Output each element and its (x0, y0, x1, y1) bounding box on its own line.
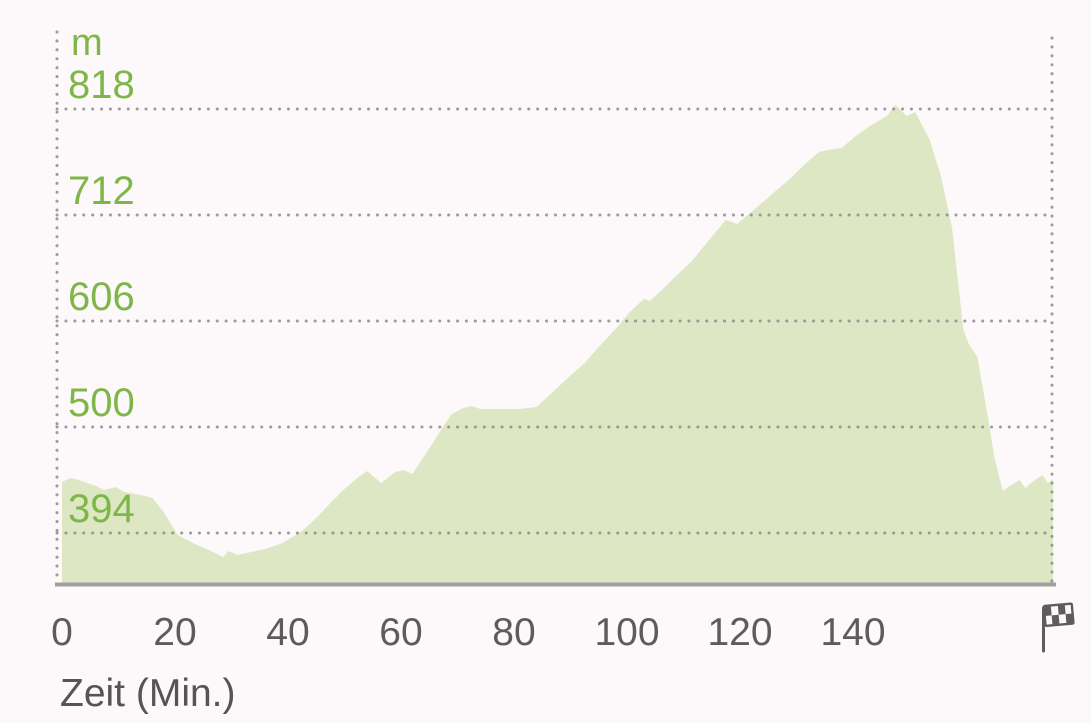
area-series-layer (62, 105, 1053, 584)
x-tick-label: 140 (820, 611, 885, 654)
y-axis-unit-label: m (71, 22, 103, 64)
x-axis-title: Zeit (Min.) (60, 672, 236, 715)
x-tick-label: 100 (594, 611, 659, 654)
y-tick-label: 606 (68, 275, 135, 319)
finish-flag-icon (1042, 602, 1075, 653)
elevation-area (62, 105, 1053, 584)
x-tick-label: 20 (153, 611, 196, 654)
x-tick-label: 80 (492, 611, 535, 654)
x-tick-label: 60 (379, 611, 422, 654)
y-tick-label: 712 (68, 169, 135, 213)
axis-label-layer: 818 712 606 500 394 0 20 40 60 80 100 120 140 (51, 63, 885, 654)
y-tick-label: 818 (68, 63, 135, 107)
gridline-layer (55, 30, 1056, 587)
y-tick-label: 394 (68, 487, 135, 531)
flag-banner (1042, 602, 1075, 628)
x-tick-label: 0 (51, 611, 73, 654)
y-tick-label: 500 (68, 381, 135, 425)
x-tick-label: 120 (707, 611, 772, 654)
x-tick-label: 40 (266, 611, 309, 654)
